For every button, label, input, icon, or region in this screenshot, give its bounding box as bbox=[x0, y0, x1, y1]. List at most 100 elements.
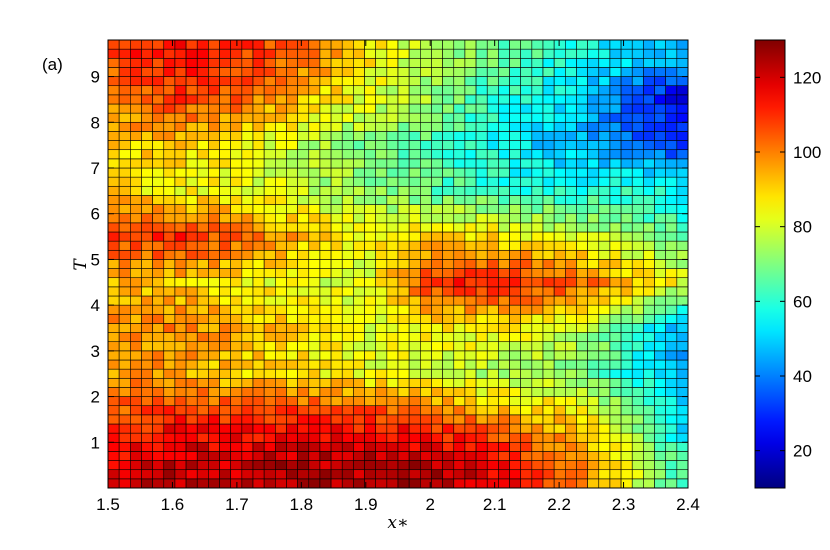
heatmap-cell bbox=[643, 39, 655, 50]
heatmap-cell bbox=[275, 185, 287, 196]
heatmap-cell bbox=[654, 185, 666, 196]
heatmap-cell bbox=[486, 332, 499, 343]
heatmap-cell bbox=[408, 158, 421, 169]
heatmap-cell bbox=[230, 57, 243, 68]
heatmap-cell bbox=[364, 240, 376, 251]
heatmap-cell bbox=[587, 313, 600, 324]
heatmap-cell bbox=[587, 414, 600, 425]
heatmap-cell bbox=[453, 414, 466, 425]
heatmap-cell bbox=[163, 158, 176, 169]
heatmap-cell bbox=[263, 313, 276, 324]
heatmap-cell bbox=[107, 387, 120, 397]
heatmap-cell bbox=[498, 195, 510, 205]
heatmap-cell bbox=[420, 368, 432, 379]
heatmap-cell bbox=[230, 94, 243, 105]
heatmap-cell bbox=[620, 112, 633, 123]
heatmap-cell bbox=[341, 259, 354, 269]
heatmap-cell bbox=[375, 57, 388, 68]
heatmap-cell bbox=[230, 396, 243, 407]
heatmap-cell bbox=[364, 377, 376, 388]
heatmap-cell bbox=[330, 195, 343, 205]
colorbar-tick-label: 40 bbox=[793, 367, 812, 386]
heatmap-cell bbox=[442, 377, 455, 388]
heatmap-cell bbox=[341, 39, 354, 50]
heatmap-cell bbox=[319, 231, 332, 242]
heatmap-cell bbox=[598, 204, 611, 215]
heatmap-cell bbox=[130, 121, 142, 132]
heatmap-cell bbox=[498, 103, 510, 114]
heatmap-cell bbox=[442, 222, 455, 233]
heatmap-cell bbox=[174, 460, 187, 471]
heatmap-cell bbox=[397, 268, 410, 279]
heatmap-cell bbox=[531, 240, 544, 251]
heatmap-cell bbox=[498, 414, 510, 425]
heatmap-cell bbox=[219, 387, 231, 397]
heatmap-cell bbox=[196, 451, 209, 461]
heatmap-cell bbox=[230, 359, 243, 370]
heatmap-cell bbox=[196, 222, 209, 233]
heatmap-cell bbox=[196, 313, 209, 324]
heatmap-cell bbox=[263, 304, 276, 315]
heatmap-cell bbox=[386, 478, 399, 489]
heatmap-cell bbox=[163, 231, 176, 242]
heatmap-cell bbox=[353, 368, 365, 379]
heatmap-cell bbox=[408, 460, 421, 471]
heatmap-cell bbox=[442, 167, 455, 178]
heatmap-cell bbox=[141, 432, 153, 443]
heatmap-cell bbox=[252, 396, 265, 407]
heatmap-cell bbox=[174, 414, 187, 425]
heatmap-cell bbox=[219, 359, 231, 370]
heatmap-cell bbox=[174, 432, 187, 443]
heatmap-cell bbox=[498, 478, 510, 489]
heatmap-cell bbox=[598, 377, 611, 388]
heatmap-cell bbox=[397, 441, 410, 452]
heatmap-cell bbox=[375, 478, 388, 489]
heatmap-cell bbox=[431, 432, 443, 443]
heatmap-cell bbox=[598, 277, 611, 288]
heatmap-cell bbox=[587, 94, 600, 105]
heatmap-cell bbox=[230, 39, 243, 50]
heatmap-cell bbox=[442, 103, 455, 114]
heatmap-cell bbox=[375, 185, 388, 196]
heatmap-cell bbox=[665, 277, 678, 288]
heatmap-cell bbox=[486, 350, 499, 361]
heatmap-cell bbox=[676, 441, 689, 452]
heatmap-cell bbox=[330, 405, 343, 416]
heatmap-cell bbox=[520, 94, 533, 105]
heatmap-cell bbox=[364, 332, 376, 343]
heatmap-cell bbox=[486, 469, 499, 480]
heatmap-cell bbox=[364, 387, 376, 397]
heatmap-cell bbox=[431, 359, 443, 370]
heatmap-cell bbox=[364, 295, 376, 306]
heatmap-cell bbox=[531, 460, 544, 471]
heatmap-cell bbox=[107, 460, 120, 471]
heatmap-cell bbox=[297, 323, 310, 333]
heatmap-cell bbox=[341, 195, 354, 205]
heatmap-cell bbox=[174, 231, 187, 242]
heatmap-cell bbox=[464, 332, 477, 343]
heatmap-cell bbox=[464, 185, 477, 196]
heatmap-cell bbox=[576, 313, 588, 324]
heatmap-cell bbox=[263, 249, 276, 260]
heatmap-cell bbox=[107, 423, 120, 434]
heatmap-cell bbox=[118, 167, 131, 178]
heatmap-cell bbox=[185, 213, 198, 224]
heatmap-cell bbox=[486, 277, 499, 288]
heatmap-cell bbox=[163, 441, 176, 452]
heatmap-cell bbox=[408, 185, 421, 196]
heatmap-cell bbox=[263, 387, 276, 397]
heatmap-cell bbox=[665, 67, 678, 77]
heatmap-cell bbox=[107, 121, 120, 132]
heatmap-cell bbox=[252, 85, 265, 96]
heatmap-cell bbox=[475, 469, 488, 480]
heatmap-cell bbox=[498, 240, 510, 251]
heatmap-cell bbox=[375, 295, 388, 306]
heatmap-cell bbox=[397, 387, 410, 397]
heatmap-cell bbox=[196, 231, 209, 242]
heatmap-cell bbox=[587, 48, 600, 59]
heatmap-cell bbox=[308, 441, 321, 452]
heatmap-cell bbox=[263, 478, 276, 489]
heatmap-cell bbox=[241, 167, 254, 178]
heatmap-cell bbox=[397, 176, 410, 187]
heatmap-cell bbox=[152, 149, 165, 160]
